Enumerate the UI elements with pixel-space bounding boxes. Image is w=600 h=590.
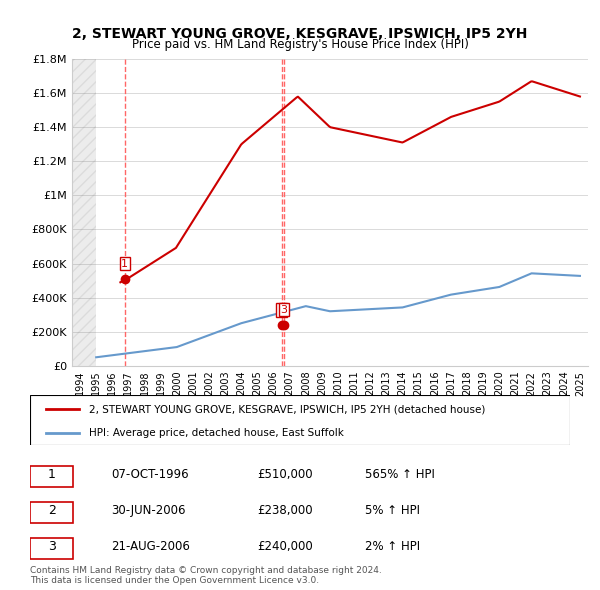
- Text: 5% ↑ HPI: 5% ↑ HPI: [365, 504, 420, 517]
- Bar: [72, 59, 96, 366]
- Text: 565% ↑ HPI: 565% ↑ HPI: [365, 468, 434, 481]
- FancyBboxPatch shape: [30, 537, 73, 559]
- Text: 2: 2: [47, 504, 56, 517]
- Text: 2, STEWART YOUNG GROVE, KESGRAVE, IPSWICH, IP5 2YH (detached house): 2, STEWART YOUNG GROVE, KESGRAVE, IPSWIC…: [89, 404, 486, 414]
- Text: 1: 1: [47, 468, 56, 481]
- FancyBboxPatch shape: [30, 466, 73, 487]
- Text: 1: 1: [121, 258, 128, 268]
- Text: 21-AUG-2006: 21-AUG-2006: [111, 540, 190, 553]
- Text: 3: 3: [47, 540, 56, 553]
- FancyBboxPatch shape: [30, 502, 73, 523]
- Text: £510,000: £510,000: [257, 468, 313, 481]
- Text: 2% ↑ HPI: 2% ↑ HPI: [365, 540, 420, 553]
- Text: This data is licensed under the Open Government Licence v3.0.: This data is licensed under the Open Gov…: [30, 576, 319, 585]
- Text: Price paid vs. HM Land Registry's House Price Index (HPI): Price paid vs. HM Land Registry's House …: [131, 38, 469, 51]
- Text: £240,000: £240,000: [257, 540, 313, 553]
- Text: Contains HM Land Registry data © Crown copyright and database right 2024.: Contains HM Land Registry data © Crown c…: [30, 566, 382, 575]
- Text: 2, STEWART YOUNG GROVE, KESGRAVE, IPSWICH, IP5 2YH: 2, STEWART YOUNG GROVE, KESGRAVE, IPSWIC…: [73, 27, 527, 41]
- Text: 3: 3: [280, 304, 287, 314]
- Text: 2: 2: [278, 305, 285, 315]
- Text: 07-OCT-1996: 07-OCT-1996: [111, 468, 188, 481]
- FancyBboxPatch shape: [30, 395, 570, 445]
- Text: 30-JUN-2006: 30-JUN-2006: [111, 504, 185, 517]
- Text: £238,000: £238,000: [257, 504, 313, 517]
- Text: HPI: Average price, detached house, East Suffolk: HPI: Average price, detached house, East…: [89, 428, 344, 438]
